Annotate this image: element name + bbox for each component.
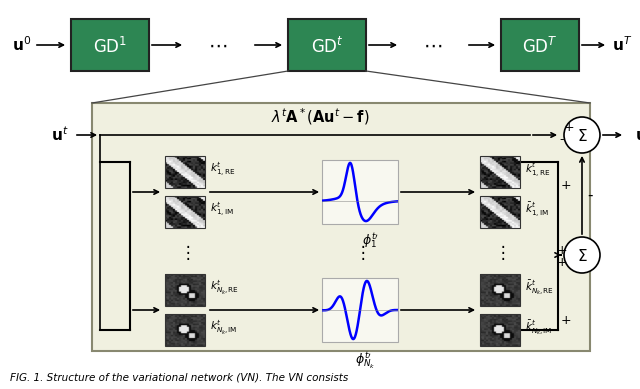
Text: $k_{N_k,\!\mathrm{IM}}^t$: $k_{N_k,\!\mathrm{IM}}^t$: [210, 319, 237, 337]
Text: $k_{1,\mathrm{IM}}^t$: $k_{1,\mathrm{IM}}^t$: [210, 201, 234, 219]
Text: $\mathsf{GD}^{t}$: $\mathsf{GD}^{t}$: [310, 37, 344, 57]
Text: $\phi_{N_k}^{t\prime}$: $\phi_{N_k}^{t\prime}$: [355, 350, 375, 371]
Text: $\mathbf{u}^0$: $\mathbf{u}^0$: [12, 36, 31, 54]
FancyBboxPatch shape: [71, 19, 149, 71]
Text: $\Sigma$: $\Sigma$: [577, 128, 588, 144]
Text: $k_{N_k,\!\mathrm{RE}}^t$: $k_{N_k,\!\mathrm{RE}}^t$: [210, 279, 238, 297]
Text: $\bar{k}_{N_k,\!\mathrm{RE}}^t$: $\bar{k}_{N_k,\!\mathrm{RE}}^t$: [525, 279, 554, 297]
Text: $\bar{k}_{1,\mathrm{IM}}^t$: $\bar{k}_{1,\mathrm{IM}}^t$: [525, 201, 549, 219]
Text: $\cdots$: $\cdots$: [424, 35, 443, 54]
Text: +: +: [557, 244, 567, 256]
FancyBboxPatch shape: [501, 19, 579, 71]
Text: $\bar{k}_{N_k,\!\mathrm{IM}}^t$: $\bar{k}_{N_k,\!\mathrm{IM}}^t$: [525, 319, 552, 337]
Text: +: +: [557, 256, 567, 270]
Text: $\cdots$: $\cdots$: [209, 35, 228, 54]
FancyBboxPatch shape: [322, 278, 398, 342]
Text: $\vdots$: $\vdots$: [179, 242, 191, 261]
Text: $\lambda^t\mathbf{A}^*(\mathbf{A}\mathbf{u}^t-\mathbf{f})$: $\lambda^t\mathbf{A}^*(\mathbf{A}\mathbf…: [271, 106, 369, 127]
FancyBboxPatch shape: [322, 160, 398, 224]
Text: +: +: [561, 314, 572, 326]
FancyBboxPatch shape: [92, 103, 590, 351]
Text: FIG. 1. Structure of the variational network (VN). The VN consists: FIG. 1. Structure of the variational net…: [10, 372, 348, 382]
Text: $\Sigma$: $\Sigma$: [577, 248, 588, 264]
Text: $\bar{k}_{1,\mathrm{RE}}^t$: $\bar{k}_{1,\mathrm{RE}}^t$: [525, 161, 550, 179]
Text: $k_{1,\mathrm{RE}}^t$: $k_{1,\mathrm{RE}}^t$: [210, 161, 236, 179]
Text: $\mathsf{GD}^{T}$: $\mathsf{GD}^{T}$: [522, 37, 558, 57]
Text: +: +: [564, 121, 574, 133]
Text: $\phi_1^{t\prime}$: $\phi_1^{t\prime}$: [362, 232, 378, 251]
Text: $\mathbf{u}^T$: $\mathbf{u}^T$: [612, 36, 632, 54]
Text: $\vdots$: $\vdots$: [495, 242, 506, 261]
Text: +: +: [561, 179, 572, 191]
Text: -: -: [587, 187, 593, 203]
Text: $\mathsf{GD}^{1}$: $\mathsf{GD}^{1}$: [93, 37, 127, 57]
Circle shape: [564, 237, 600, 273]
FancyBboxPatch shape: [288, 19, 366, 71]
Text: -: -: [560, 133, 564, 147]
Text: $\vdots$: $\vdots$: [355, 242, 365, 261]
Text: $\mathbf{u}^{t+1}$: $\mathbf{u}^{t+1}$: [635, 126, 640, 144]
Text: $\mathbf{u}^t$: $\mathbf{u}^t$: [51, 126, 68, 144]
Circle shape: [564, 117, 600, 153]
